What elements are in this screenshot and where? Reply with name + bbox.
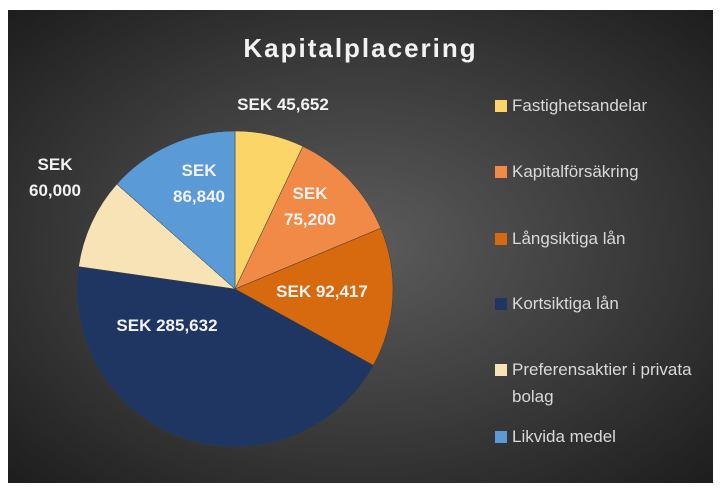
data-label: SEK 285,632 [116,316,218,335]
pie-slice [76,266,374,448]
data-label: SEK 45,652 [237,95,329,114]
legend-label: Långsiktiga lån [512,229,626,248]
legend-entry: Likvida medel [495,423,616,450]
data-label: SEK 75,200 [284,184,336,229]
data-label: SEK 60,000 [29,155,81,200]
legend-entry: Preferensaktier i privata bolag [495,356,692,410]
legend-entry: Kortsiktiga lån [495,290,619,317]
legend-swatch [495,364,507,376]
legend-label: Likvida medel [512,427,616,446]
legend-label: Preferensaktier i privata bolag [512,360,692,406]
chart-title: Kapitalplacering [243,33,478,63]
legend-entry: Kapitalförsäkring [495,158,639,185]
pie-slice [116,130,236,290]
legend-label: Fastighetsandelar [512,96,648,115]
legend-entry: Långsiktiga lån [495,225,625,252]
legend-swatch [495,100,507,112]
legend-swatch [495,233,507,245]
data-label: SEK 92,417 [276,282,368,301]
legend-label: Kapitalförsäkring [512,162,639,181]
pie-slice [234,145,382,290]
legend-label: Kortsiktiga lån [512,294,619,313]
pie-slice [234,227,394,366]
pie-slice [78,183,236,290]
legend-entry: Fastighetsandelar [495,92,647,119]
legend-swatch [495,431,507,443]
legend-swatch [495,166,507,178]
data-label: SEK 86,840 [173,161,225,206]
legend-swatch [495,298,507,310]
